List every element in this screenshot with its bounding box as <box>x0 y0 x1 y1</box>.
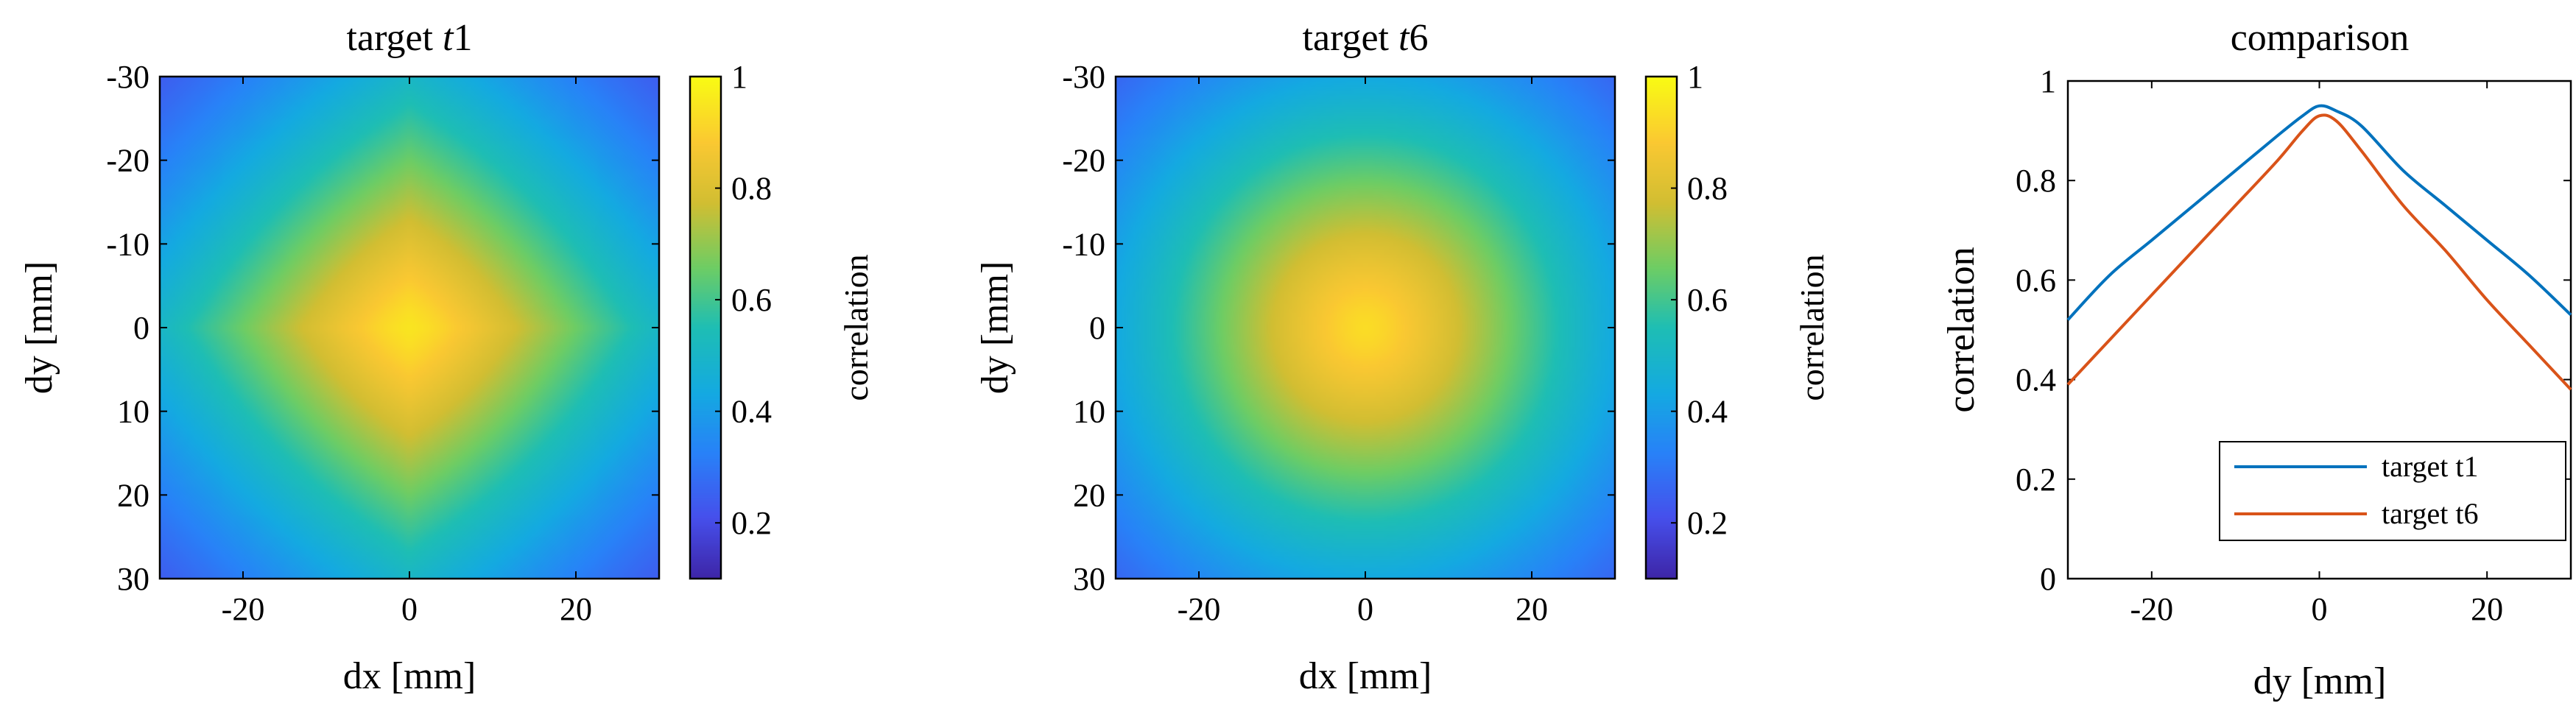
colorbar-tick-label: 1 <box>731 59 747 95</box>
y-axis-label-t6: dy [mm] <box>974 261 1016 395</box>
line-plot-ticks: -20 0 20 0 0.2 0.4 0.6 0.8 1 <box>2016 63 2571 627</box>
y-tick-label: 0 <box>1089 310 1105 346</box>
y-tick-label: 20 <box>117 477 149 513</box>
x-tick-label: -20 <box>1178 591 1221 627</box>
panel-target-t1: target t1 -20 0 20 -30 -20 -10 0 10 20 30 dx [mm]… <box>18 17 875 697</box>
panel-title-comparison: comparison <box>2231 17 2410 59</box>
x-tick-label: -20 <box>2130 591 2174 627</box>
panel-target-t6: target t6 -20 0 20 -30 -20 -10 0 10 20 30 dx [mm]… <box>974 17 1831 697</box>
colorbar-label-t1: correlation <box>837 254 875 400</box>
x-axis-label-t1: dx [mm] <box>343 655 476 697</box>
colorbar-ticks-t6: 0.2 0.4 0.6 0.8 1 <box>1671 59 1728 541</box>
y-tick-label: 10 <box>1073 394 1105 430</box>
x-tick-label: 0 <box>2312 591 2328 627</box>
heatmap-ticks-t1: -20 0 20 -30 -20 -10 0 10 20 30 <box>106 59 659 627</box>
y-tick-label: 10 <box>117 394 149 430</box>
y-tick-label: 1 <box>2040 63 2056 99</box>
y-tick-label: -10 <box>106 226 149 262</box>
heatmap-image-t1 <box>160 77 659 579</box>
colorbar-image-t6 <box>1646 77 1677 579</box>
legend: target t1 target t6 <box>2219 441 2566 541</box>
y-tick-label: 0.6 <box>2016 262 2056 298</box>
x-tick-label: 20 <box>2471 591 2503 627</box>
y-axis-label-comparison: correlation <box>1940 247 1982 412</box>
colorbar-tick-label: 0.4 <box>731 394 772 430</box>
colorbar-tick-label: 0.6 <box>731 282 772 318</box>
y-tick-label: 0 <box>133 310 149 346</box>
y-tick-label: 0 <box>2040 561 2056 597</box>
colorbar-ticks-t1: 0.2 0.4 0.6 0.8 1 <box>715 59 772 541</box>
series-line-t1 <box>2066 104 2572 321</box>
x-tick-label: 0 <box>401 591 418 627</box>
y-tick-label: 0.4 <box>2016 362 2056 398</box>
x-tick-label: 20 <box>560 591 592 627</box>
panel-title-t1: target t1 <box>347 17 473 59</box>
colorbar-image-t1 <box>690 77 721 579</box>
heatmap-ticks-t6: -20 0 20 -30 -20 -10 0 10 20 30 <box>1062 59 1615 627</box>
legend-box <box>2219 441 2566 541</box>
y-tick-label: -20 <box>1062 143 1105 179</box>
colorbar-label-t6: correlation <box>1793 254 1831 400</box>
colorbar-frame-t6 <box>1644 75 1678 580</box>
colorbar-tick-label: 1 <box>1687 59 1703 95</box>
y-tick-label: 0.2 <box>2016 462 2056 498</box>
y-tick-label: -10 <box>1062 226 1105 262</box>
colorbar-tick-label: 0.2 <box>1687 505 1728 541</box>
x-axis-label-t6: dx [mm] <box>1299 655 1432 697</box>
x-tick-label: -20 <box>222 591 265 627</box>
y-tick-label: -30 <box>1062 59 1105 95</box>
x-tick-label: 0 <box>1357 591 1373 627</box>
x-axis-label-comparison: dy [mm] <box>2253 660 2387 702</box>
y-tick-label: 20 <box>1073 477 1105 513</box>
panel-title-t6: target t6 <box>1303 17 1429 59</box>
y-tick-label: -20 <box>106 143 149 179</box>
colorbar-tick-label: 0.4 <box>1687 394 1728 430</box>
colorbar-frame-t1 <box>689 75 722 580</box>
colorbar-tick-label: 0.8 <box>731 171 772 207</box>
y-tick-label: 0.8 <box>2016 163 2056 199</box>
legend-label-t1: target t1 <box>2382 450 2478 483</box>
heatmap-image-t6 <box>1116 77 1615 579</box>
legend-label-t6: target t6 <box>2382 497 2478 530</box>
y-tick-label: 30 <box>1073 561 1105 597</box>
series-line-t6 <box>2066 113 2572 391</box>
y-tick-label: 30 <box>117 561 149 597</box>
colorbar-tick-label: 0.8 <box>1687 171 1728 207</box>
line-series-group <box>2066 104 2572 391</box>
colorbar-tick-label: 0.2 <box>731 505 772 541</box>
y-axis-label-t1: dy [mm] <box>18 261 60 395</box>
x-tick-label: 20 <box>1516 591 1548 627</box>
colorbar-tick-label: 0.6 <box>1687 282 1728 318</box>
y-tick-label: -30 <box>106 59 149 95</box>
